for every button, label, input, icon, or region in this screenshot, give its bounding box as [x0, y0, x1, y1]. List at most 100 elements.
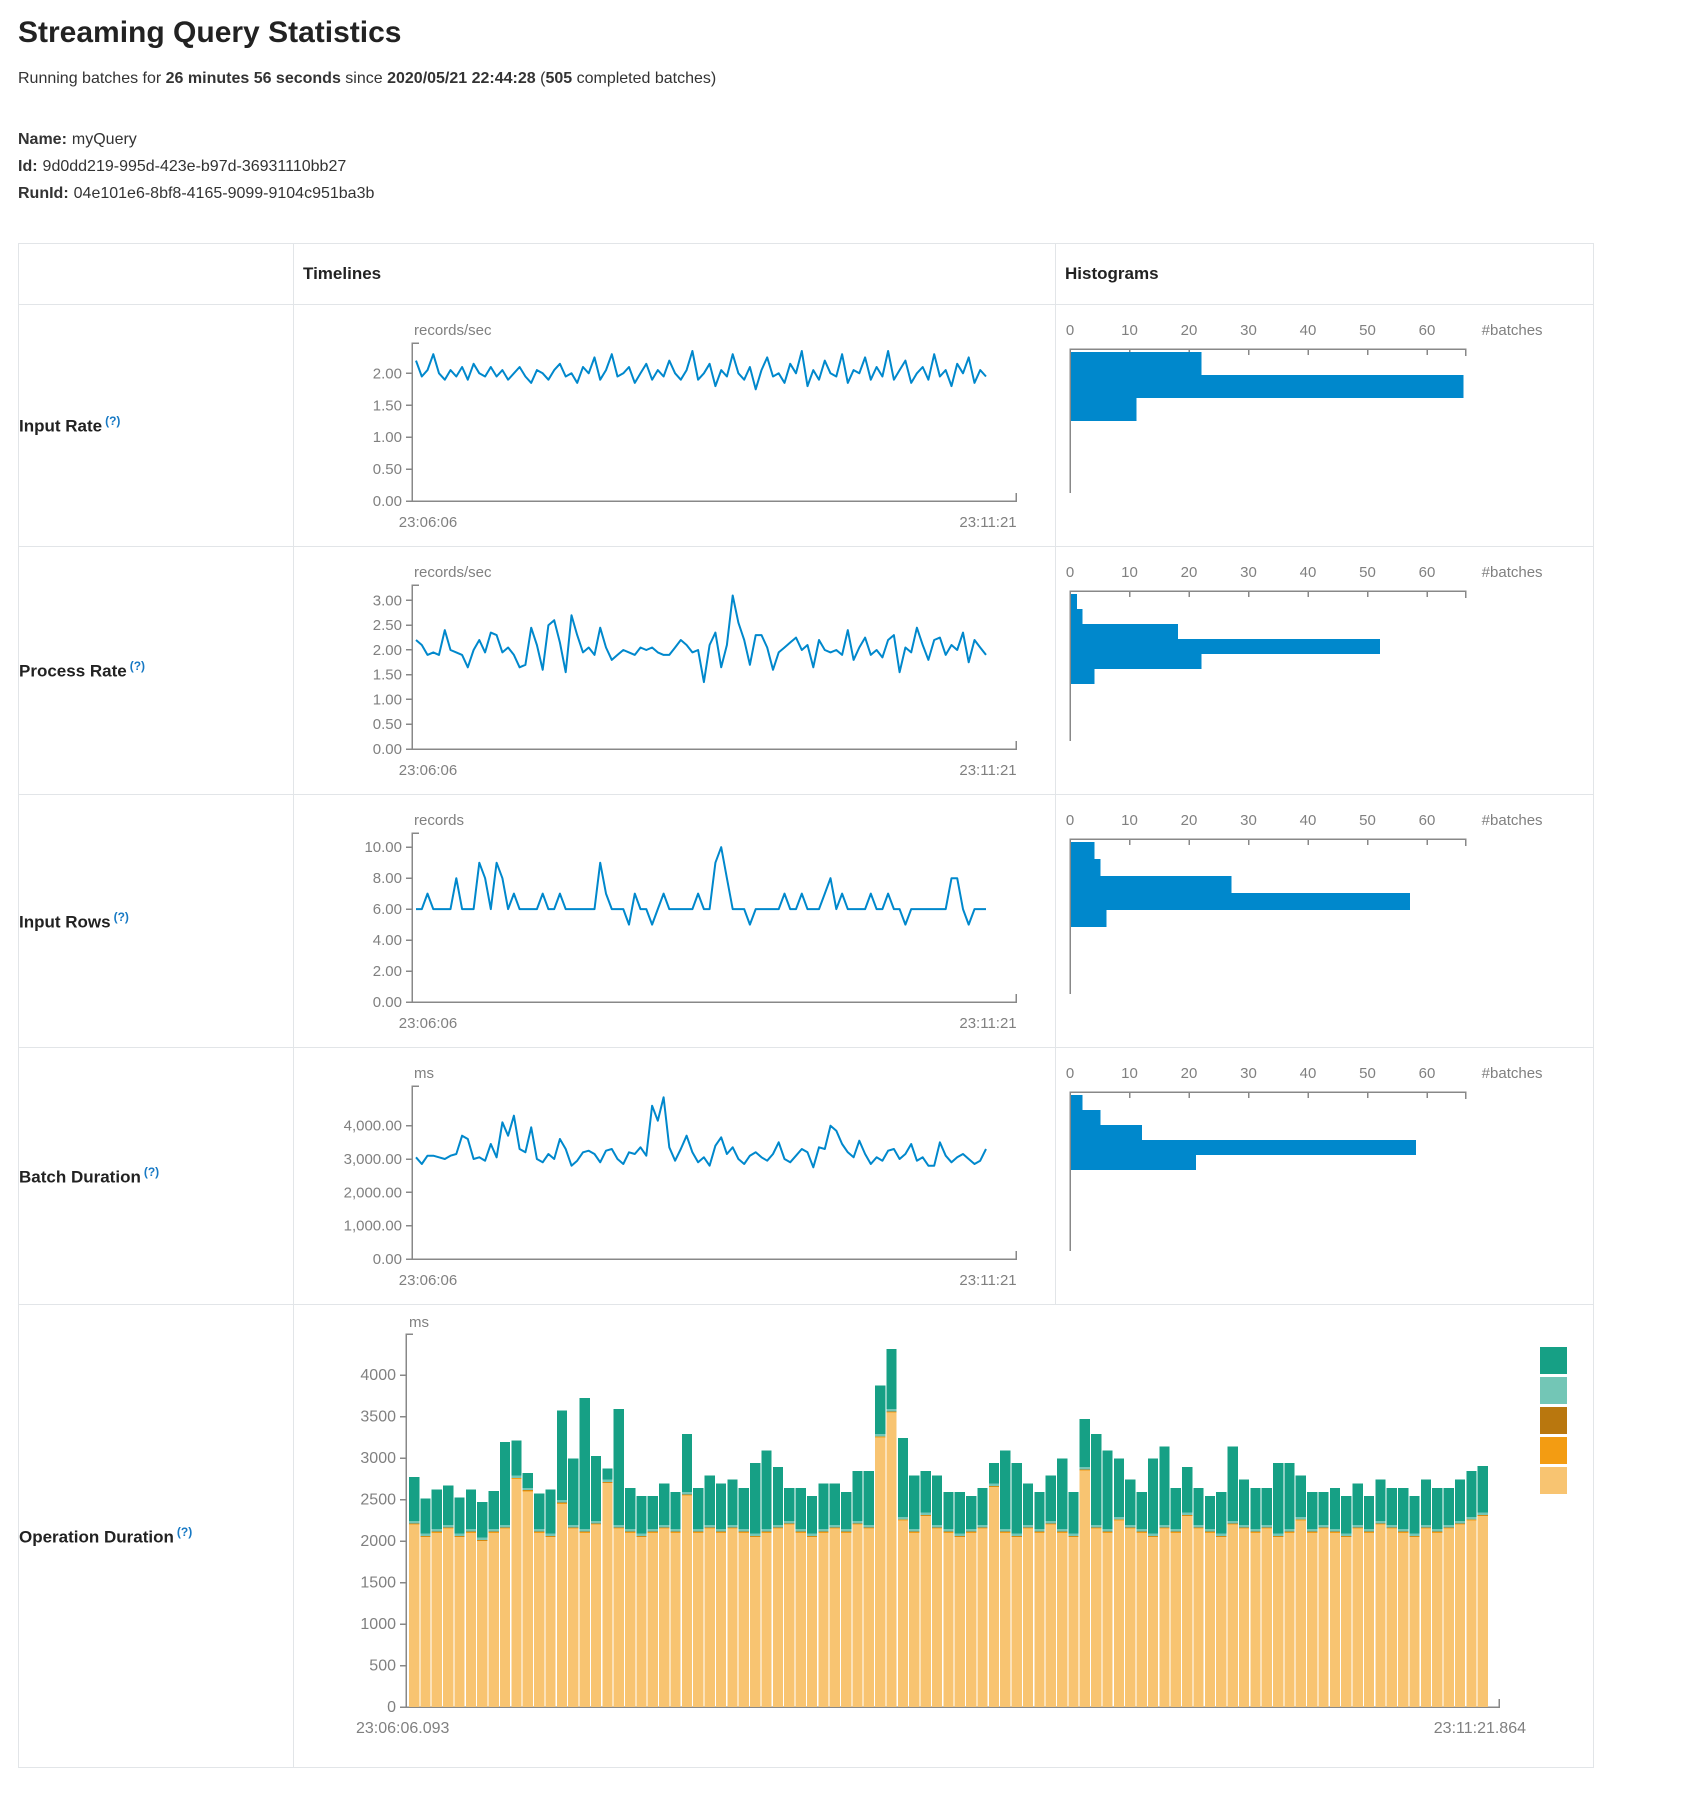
stacked-bar-segment — [966, 1529, 977, 1532]
svg-text:40: 40 — [1300, 1065, 1317, 1082]
stacked-bar-segment — [1000, 1532, 1011, 1707]
metric-row-input-rows: Input Rows (?) records 0.00 2.00 4.00 6.00 8.00… — [18, 794, 1594, 1048]
stacked-bar-segment — [1273, 1533, 1284, 1536]
stacked-bar-segment — [897, 1437, 909, 1517]
stacked-bar-segment — [1159, 1446, 1170, 1526]
stacked-bar-segment — [1398, 1529, 1409, 1532]
help-icon[interactable]: (?) — [143, 1164, 160, 1179]
svg-text:23:11:21: 23:11:21 — [959, 762, 1016, 779]
help-icon[interactable]: (?) — [176, 1524, 193, 1539]
stacked-bar-segment — [931, 1527, 943, 1529]
stacked-bar-segment — [1034, 1491, 1045, 1530]
stacked-bar-segment — [1386, 1525, 1397, 1528]
stacked-bar-segment — [715, 1532, 727, 1533]
timeline-cell: ms 0.00 1,000.00 2,000.00 3,000.00 4,000.00 23… — [293, 1047, 1056, 1305]
stacked-bar-segment — [863, 1527, 875, 1529]
stacked-bar-segment — [1000, 1532, 1011, 1533]
stacked-bar-segment — [409, 1520, 420, 1524]
stacked-bar-segment — [1102, 1532, 1113, 1707]
stacked-bar-segment — [1261, 1487, 1272, 1526]
stacked-bar-segment — [704, 1525, 715, 1528]
stacked-bar-segment — [420, 1533, 431, 1536]
stacked-bar-segment — [1443, 1528, 1454, 1707]
stacked-bar-segment — [1147, 1536, 1159, 1537]
stacked-bar-segment — [1170, 1487, 1181, 1530]
stacked-bar-segment — [704, 1527, 715, 1529]
svg-text:60: 60 — [1419, 812, 1436, 829]
svg-text:1000: 1000 — [360, 1616, 396, 1633]
histogram-bar — [1070, 1139, 1416, 1155]
stacked-bar-segment — [818, 1532, 829, 1707]
legend-swatch — [1540, 1467, 1567, 1494]
svg-text:3,000.00: 3,000.00 — [344, 1151, 402, 1168]
stacked-bar-segment — [1318, 1525, 1329, 1528]
stacked-bar-segment — [409, 1523, 420, 1525]
svg-text:3000: 3000 — [360, 1450, 396, 1467]
stacked-bar-segment — [818, 1483, 829, 1530]
svg-text:23:11:21: 23:11:21 — [959, 1272, 1016, 1289]
stacked-bar-segment — [681, 1491, 693, 1495]
stacked-bar-segment — [420, 1536, 431, 1537]
stacked-bar-segment — [534, 1529, 545, 1532]
stacked-bar-segment — [1420, 1528, 1432, 1707]
stacked-bar-segment — [875, 1433, 886, 1437]
stacked-bar-segment — [909, 1529, 920, 1532]
stacked-bar-segment — [977, 1528, 988, 1707]
stacked-bar-segment — [988, 1487, 1000, 1707]
stacked-bar-segment — [738, 1487, 749, 1530]
stacked-bar-segment — [1318, 1528, 1329, 1707]
histogram-bar — [1070, 638, 1381, 654]
metric-label-cell: Operation Duration (?) — [18, 1304, 294, 1768]
stacked-bar-segment — [1113, 1458, 1125, 1517]
stacked-bar-segment — [829, 1483, 840, 1526]
stacked-bar-segment — [988, 1486, 1000, 1488]
svg-text:2.50: 2.50 — [373, 617, 402, 634]
stacked-bar-segment — [409, 1476, 420, 1521]
help-icon[interactable]: (?) — [105, 414, 121, 429]
stacked-bar-segment — [1466, 1471, 1477, 1517]
stacked-bar-segment — [1000, 1450, 1011, 1530]
stacked-bar-segment — [625, 1532, 636, 1533]
stacked-bar-segment — [613, 1527, 624, 1529]
stacked-bar-segment — [977, 1525, 988, 1528]
help-icon[interactable]: (?) — [129, 659, 146, 674]
status-middle: since — [340, 70, 388, 87]
stacked-bar-segment — [886, 1349, 897, 1409]
stacked-bar-segment — [943, 1532, 954, 1533]
svg-text:#batches: #batches — [1482, 322, 1543, 339]
batch-duration-timeline-chart: ms 0.00 1,000.00 2,000.00 3,000.00 4,000.00 23… — [344, 1065, 1017, 1289]
histograms-header: Histograms — [1065, 264, 1159, 283]
svg-text:23:06:06: 23:06:06 — [399, 1015, 457, 1032]
stacked-bar-segment — [545, 1533, 556, 1536]
stacked-bar-segment — [841, 1491, 852, 1530]
stacked-bar-segment — [1193, 1487, 1204, 1526]
stacked-bar-segment — [852, 1520, 863, 1524]
stacked-bar-segment — [568, 1527, 579, 1529]
stacked-bar-segment — [1193, 1528, 1204, 1707]
stacked-bar-segment — [1375, 1520, 1386, 1524]
stacked-bar-segment — [693, 1487, 704, 1530]
stacked-bar-segment — [1307, 1529, 1318, 1532]
stacked-bar-segment — [1250, 1529, 1261, 1532]
help-icon[interactable]: (?) — [113, 909, 129, 924]
stacked-bar-segment — [1057, 1532, 1068, 1707]
stacked-bar-segment — [1113, 1519, 1125, 1521]
timeline-cell: records 0.00 2.00 4.00 6.00 8.00 10.00 23:06:06… — [293, 794, 1056, 1048]
input-rate-histogram-chart: 0 10 20 30 40 50 60 #batches — [1066, 322, 1543, 493]
histogram-cell: 0 10 20 30 40 50 60 #batches — [1055, 1047, 1594, 1305]
metric-label-cell: Batch Duration (?) — [18, 1047, 294, 1305]
stacked-bar-segment — [1079, 1467, 1091, 1470]
svg-text:2000: 2000 — [360, 1533, 396, 1550]
stacked-bar-segment — [727, 1528, 738, 1707]
svg-text:20: 20 — [1181, 1065, 1198, 1082]
stacked-bar-segment — [829, 1527, 840, 1529]
stacked-bar-segment — [738, 1532, 749, 1533]
stacked-bar-segment — [1136, 1529, 1147, 1532]
stacked-bar-segment — [602, 1483, 613, 1707]
svg-text:23:11:21: 23:11:21 — [959, 1015, 1016, 1032]
stacked-bar-segment — [1011, 1462, 1022, 1534]
stacked-bar-segment — [636, 1536, 647, 1537]
query-runid-label: RunId: — [18, 185, 69, 202]
stacked-bar-segment — [1273, 1462, 1284, 1534]
stacked-bar-segment — [1273, 1536, 1284, 1537]
